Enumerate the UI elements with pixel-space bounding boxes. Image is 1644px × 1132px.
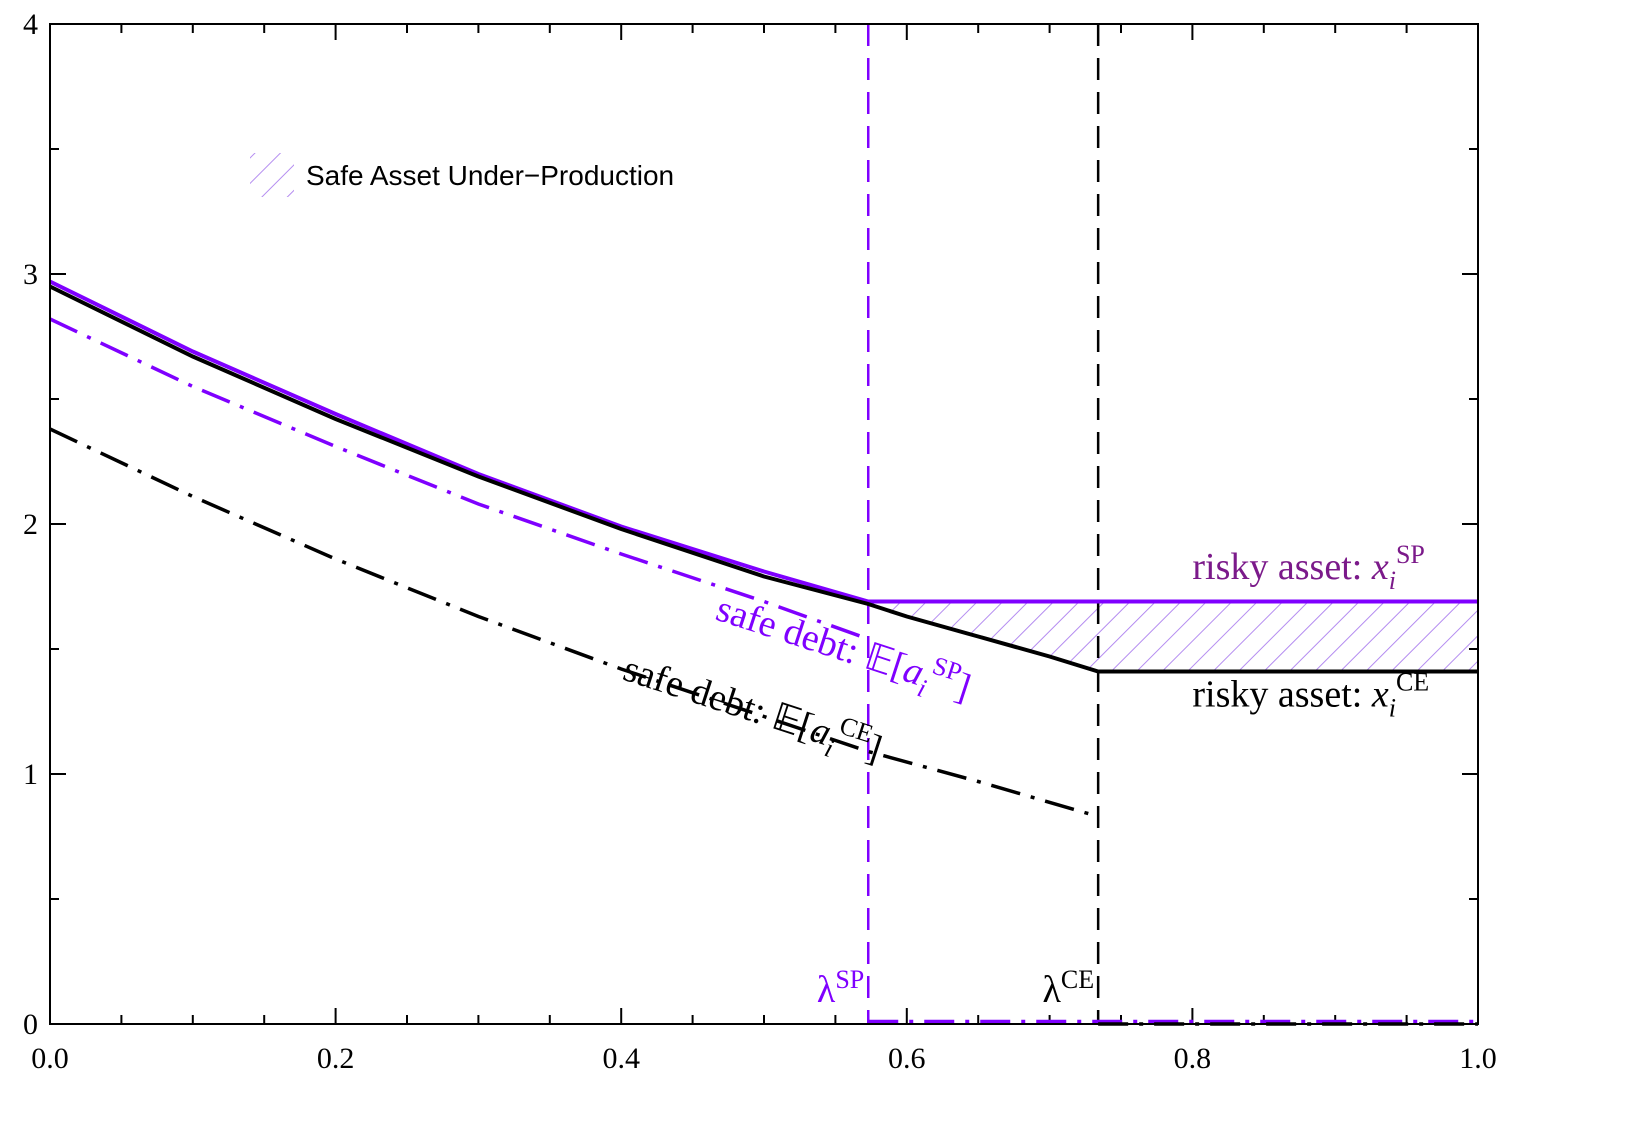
y-tick-label: 4: [23, 8, 38, 41]
annotation-risky-ce: risky asset: xiCE: [1192, 668, 1429, 723]
annotation-risky-sp: risky asset: xiSP: [1192, 540, 1424, 595]
x-tick-label: 0.6: [888, 1042, 926, 1075]
y-tick-label: 2: [23, 508, 38, 541]
x-tick-label: 1.0: [1459, 1042, 1497, 1075]
lambda-ce-label: λCE: [1042, 965, 1094, 1011]
legend-label: Safe Asset Under−Production: [306, 160, 674, 191]
x-tick-label: 0.0: [31, 1042, 69, 1075]
plot-frame: [49, 23, 1479, 1025]
lambda-sp-label: λSP: [817, 965, 864, 1011]
series-risky-sp: [49, 279, 1478, 604]
x-tick-label: 0.4: [602, 1042, 640, 1075]
shaded-region: [868, 601, 1478, 672]
tick-labels: 0.0 0.2 0.4 0.6 0.8 1.0 0 1 2 3 4: [23, 8, 1497, 1075]
x-tick-label: 0.2: [317, 1042, 355, 1075]
legend: Safe Asset Under−Production: [250, 153, 674, 197]
series-group: [49, 279, 1478, 1026]
x-tick-label: 0.8: [1174, 1042, 1212, 1075]
shaded-area: [868, 601, 1478, 672]
series-risky-ce: [49, 284, 1478, 674]
y-tick-label: 3: [23, 258, 38, 291]
series-safe-debt-sp: [49, 317, 869, 641]
series-safe-debt-ce: [49, 427, 1099, 819]
y-tick-label: 0: [23, 1008, 38, 1041]
legend-hatch-swatch: [250, 153, 294, 197]
vertical-lines: λSP λCE: [817, 24, 1100, 1024]
y-tick-label: 1: [23, 758, 38, 791]
